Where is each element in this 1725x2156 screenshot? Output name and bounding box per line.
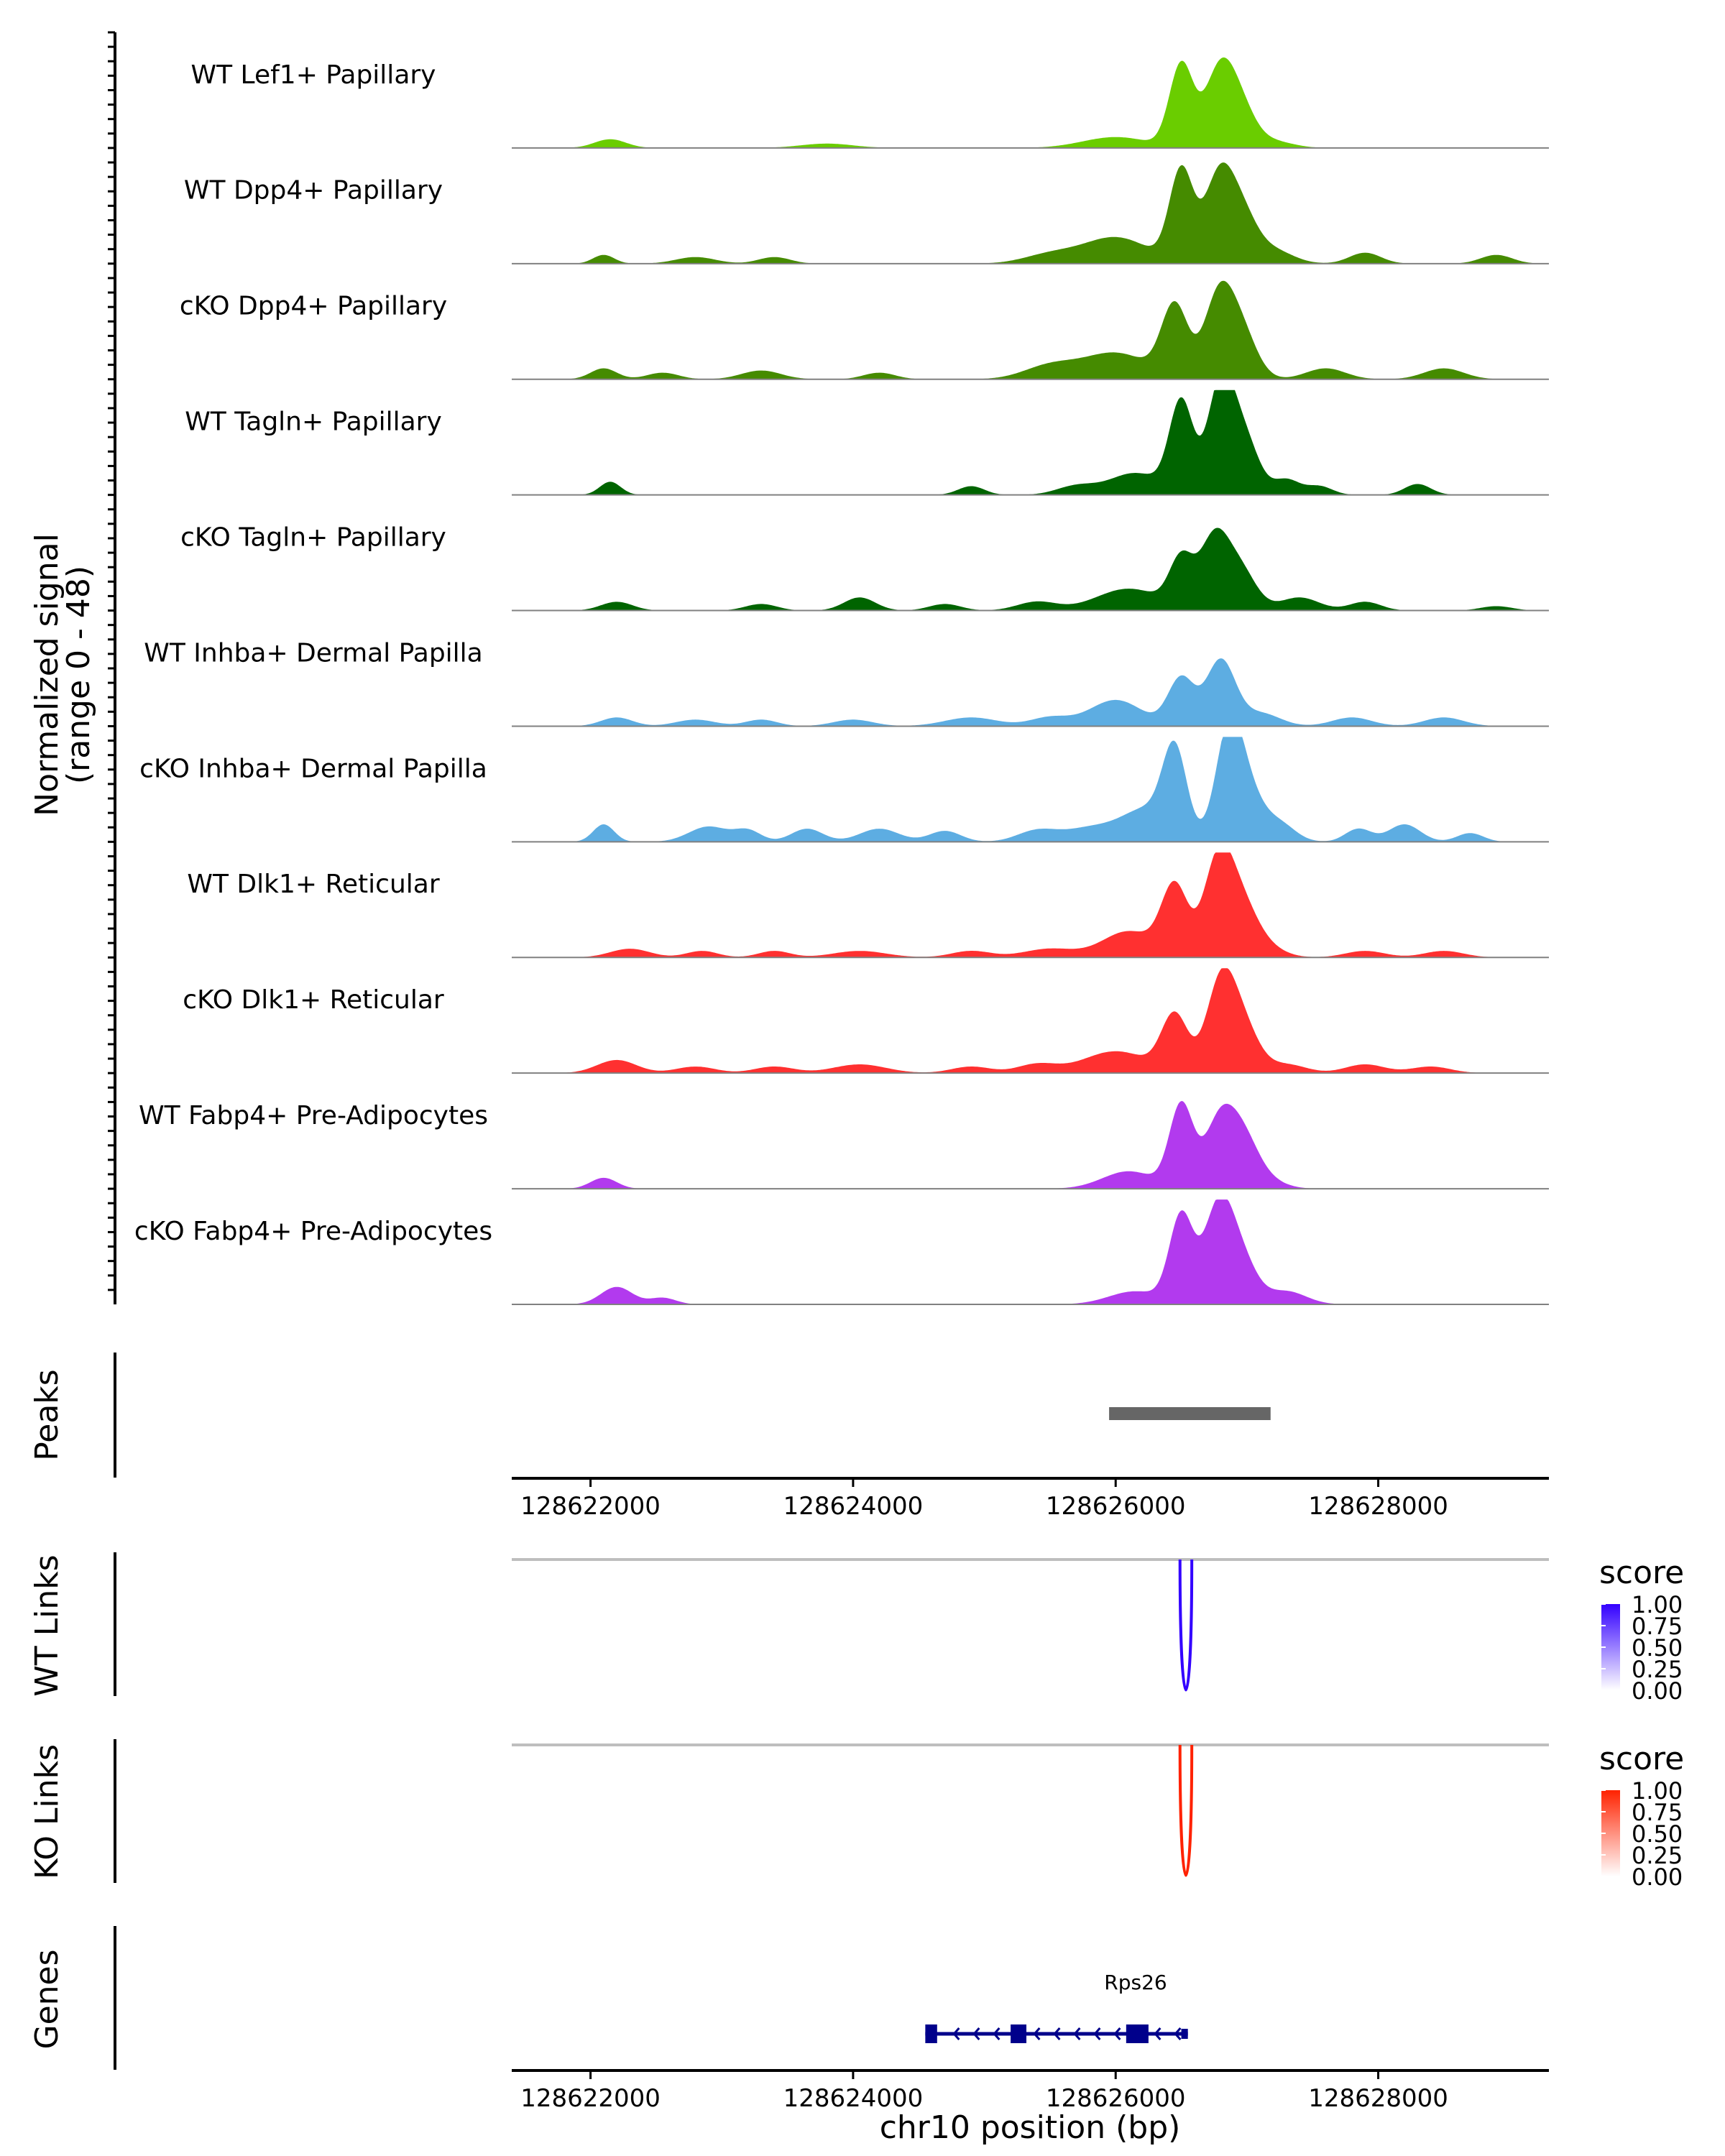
link-arc [1178,1744,1194,1877]
genes-track-label: Genes [29,1949,65,2049]
ko-links-legend: score 1.000.750.500.250.00 [1599,1741,1684,1891]
strand-arrow [1154,2027,1162,2040]
strand-arrow [1073,2027,1081,2040]
legend-tick-label: 1.00 [1632,1591,1683,1618]
legend-tick-label: 0.75 [1632,1799,1683,1826]
coverage-track: cKO Tagln+ Papillary [108,494,1549,612]
peaks-x-tick-label: 128626000 [1046,1492,1186,1521]
coverage-area [512,280,1549,379]
peak-region [1109,1407,1271,1420]
coverage-area [512,1199,1549,1304]
peaks-panel: Peaks 128622000 128624000 128626000 1286280… [29,1353,1549,1521]
coverage-panel: WT Lef1+ Papillary WT Dpp4+ Papillary cKO … [108,31,1549,1305]
wt-links-legend: score 1.000.750.500.250.00 [1599,1554,1684,1705]
coverage-area [512,1101,1549,1189]
ko-links-track-label: KO Links [29,1744,65,1879]
strand-arrow [972,2027,980,2040]
genes-panel: Genes chr10 position (bp) 128622000 12862… [29,1926,1549,2146]
strand-arrow [993,2027,1000,2040]
coverage-track: cKO Dlk1+ Reticular [108,956,1549,1074]
peaks-x-tick-label: 128624000 [783,1492,924,1521]
wt-legend-title: score [1599,1554,1684,1591]
ko-links-panel: KO Links [29,1739,1549,1883]
genes-x-tick-label: 128626000 [1046,2084,1186,2113]
link-arc [1178,1559,1194,1692]
coverage-track-label: WT Fabp4+ Pre-Adipocytes [139,1101,488,1130]
gene-exon [1011,2024,1027,2043]
coverage-area [512,737,1549,842]
wt-links-track-label: WT Links [29,1554,65,1696]
coverage-track: WT Dpp4+ Papillary [108,147,1549,264]
coverage-area [512,968,1549,1074]
legend-tick-label: 0.50 [1632,1820,1683,1848]
x-axis-title: chr10 position (bp) [880,2109,1181,2146]
coverage-track-label: WT Dpp4+ Papillary [184,176,443,206]
coverage-track: WT Lef1+ Papillary [108,31,1549,149]
coverage-track-label: cKO Fabp4+ Pre-Adipocytes [134,1217,492,1246]
legend-tick-label: 0.25 [1632,1842,1683,1869]
coverage-track: WT Tagln+ Papillary [108,378,1549,496]
strand-arrow [1093,2027,1101,2040]
genes-x-tick-label: 128628000 [1308,2084,1448,2113]
peaks-x-tick-label: 128628000 [1308,1492,1448,1521]
coverage-area [512,658,1549,727]
legend-tick-label: 0.25 [1632,1656,1683,1683]
peaks-track-label: Peaks [29,1369,65,1460]
peaks-x-tick-label: 128622000 [520,1492,661,1521]
strand-arrow [1174,2027,1182,2040]
coverage-area [512,852,1549,958]
gene-exon [1181,2029,1188,2039]
genes-x-tick-label: 128622000 [520,2084,661,2113]
wt-links-panel: WT Links [29,1552,1549,1697]
coverage-track: cKO Dpp4+ Papillary [108,262,1549,380]
legend-tick-label: 0.50 [1632,1634,1683,1662]
coverage-track: WT Dlk1+ Reticular [108,840,1549,959]
strand-arrow [1113,2027,1121,2040]
coverage-track-label: cKO Tagln+ Papillary [180,522,446,552]
ko-legend-title: score [1599,1741,1684,1777]
coverage-track-label: WT Lef1+ Papillary [191,60,436,90]
coverage-track: WT Inhba+ Dermal Papilla [108,609,1549,727]
coverage-track-label: WT Tagln+ Papillary [185,407,442,437]
coverage-track-label: cKO Dlk1+ Reticular [183,985,444,1015]
legend-tick-label: 0.75 [1632,1613,1683,1640]
coverage-track-label: cKO Dpp4+ Papillary [180,292,447,321]
coverage-track-label: WT Inhba+ Dermal Papilla [144,638,482,668]
y-axis-label-line1: Normalized signal [29,533,65,816]
gene-exon [1126,2024,1149,2043]
coverage-track: WT Fabp4+ Pre-Adipocytes [108,1072,1549,1190]
legend-tick-label: 0.00 [1632,1677,1683,1705]
strand-arrow [1053,2027,1061,2040]
coverage-area [512,162,1549,264]
y-axis-label-line2: (range 0 - 48) [60,566,97,784]
strand-arrow [952,2027,960,2040]
coverage-track-label: WT Dlk1+ Reticular [187,870,439,899]
legend-tick-label: 0.00 [1632,1864,1683,1891]
legend-tick-label: 1.00 [1632,1777,1683,1805]
gene-name-label: Rps26 [1104,1971,1167,1994]
coverage-area [512,390,1549,495]
strand-arrow [1033,2027,1041,2040]
genes-x-tick-label: 128624000 [783,2084,924,2113]
coverage-track: cKO Fabp4+ Pre-Adipocytes [108,1187,1549,1305]
gene-exon [925,2024,937,2043]
coverage-area [512,528,1549,611]
coverage-track-label: cKO Inhba+ Dermal Papilla [139,754,487,783]
coverage-track: cKO Inhba+ Dermal Papilla [108,724,1549,843]
coverage-area [512,57,1549,148]
